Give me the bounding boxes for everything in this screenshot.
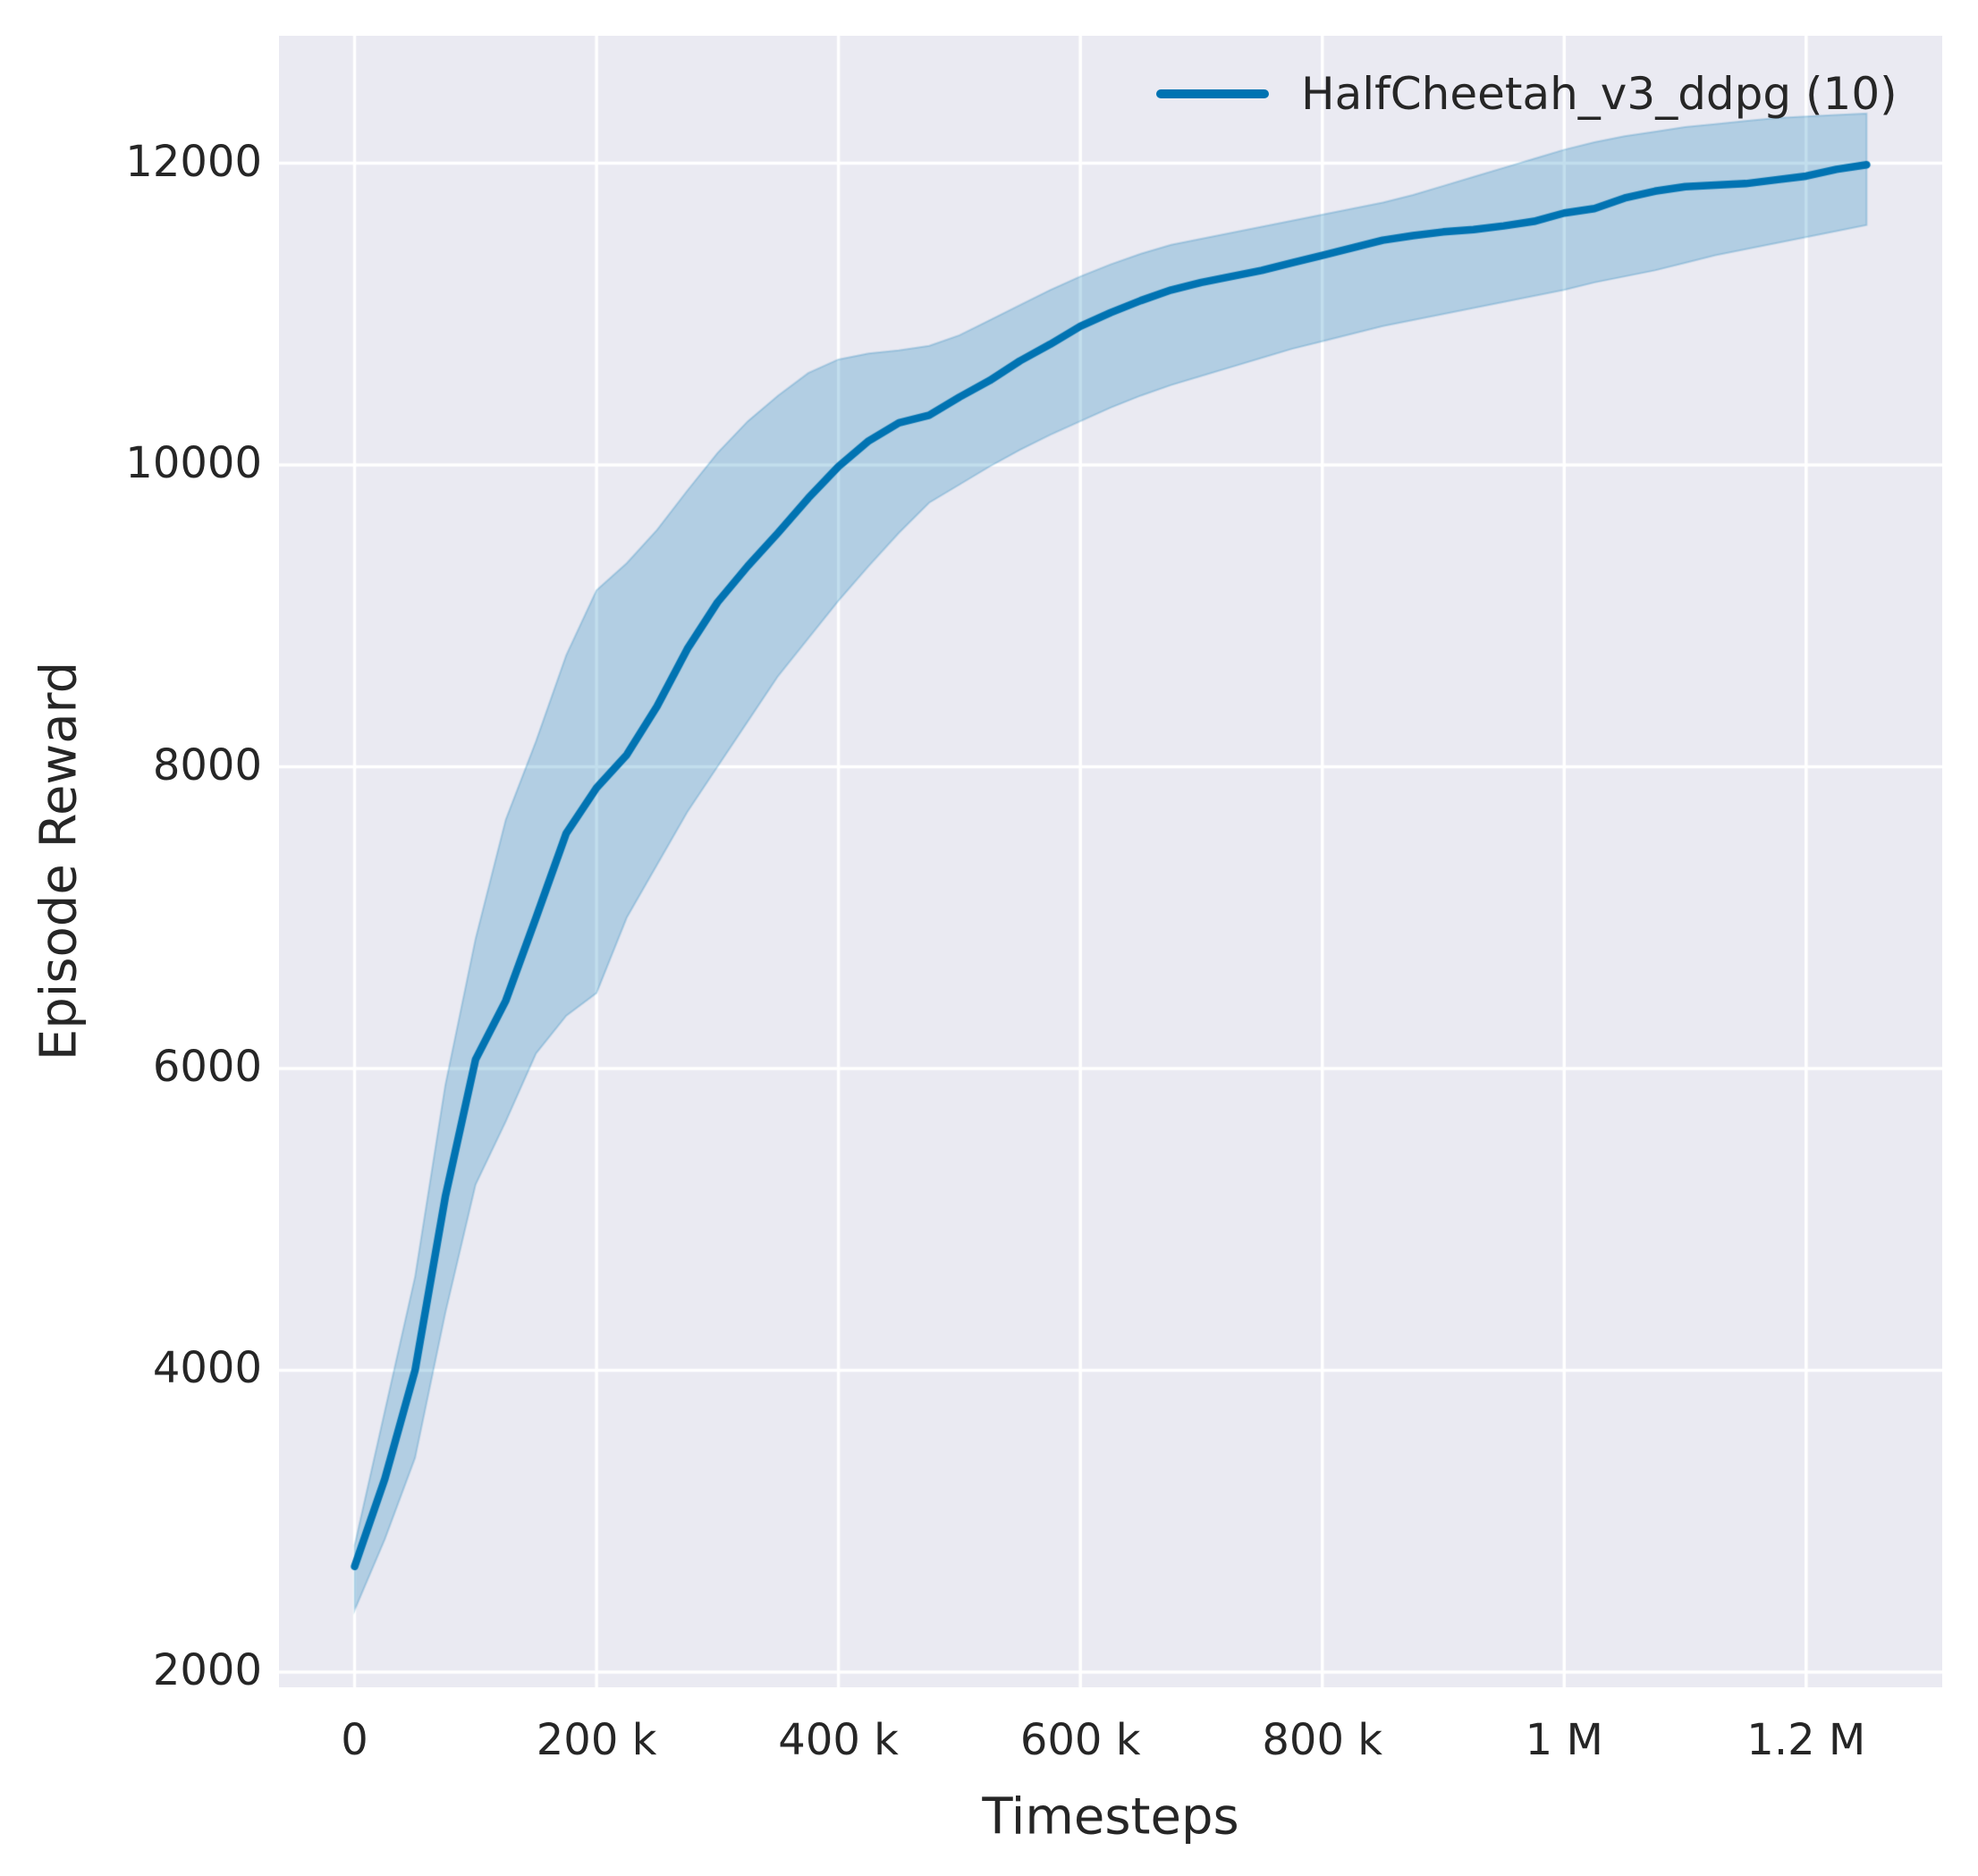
x-tick-label: 400 k	[778, 1715, 899, 1765]
y-axis-label: Episode Reward	[30, 661, 89, 1061]
y-tick-label: 10000	[125, 438, 262, 489]
x-tick-label: 200 k	[536, 1715, 657, 1765]
y-tick-label: 4000	[152, 1343, 262, 1394]
y-tick-label: 12000	[125, 136, 262, 187]
y-tick-label: 8000	[152, 739, 262, 790]
x-tick-label: 1 M	[1525, 1715, 1603, 1765]
x-tick-label: 800 k	[1262, 1715, 1383, 1765]
legend-label: HalfCheetah_v3_ddpg (10)	[1301, 68, 1898, 120]
x-tick-label: 600 k	[1019, 1715, 1141, 1765]
x-axis-label: Timesteps	[982, 1787, 1239, 1846]
x-tick-label: 0	[341, 1715, 368, 1765]
y-tick-label: 6000	[152, 1042, 262, 1093]
x-tick-label: 1.2 M	[1746, 1715, 1866, 1765]
legend: HalfCheetah_v3_ddpg (10)	[1156, 72, 1898, 116]
y-tick-label: 2000	[152, 1645, 262, 1696]
legend-line-swatch	[1156, 89, 1269, 98]
plot-area-canvas	[279, 36, 1942, 1687]
